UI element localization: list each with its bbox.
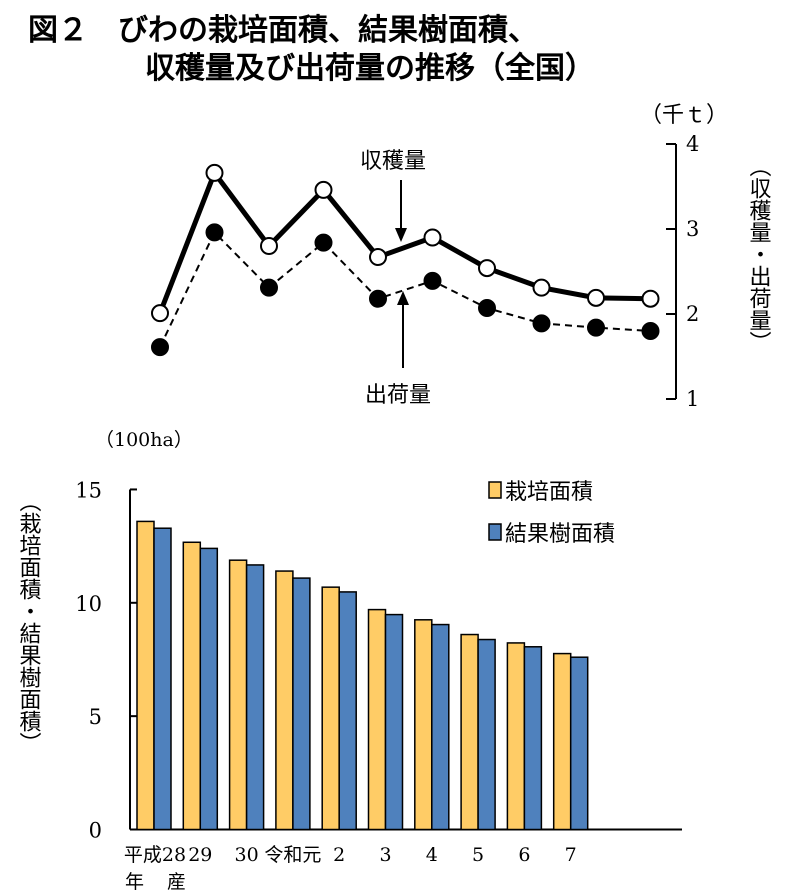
x-tick-label: 29 <box>188 844 212 866</box>
legend-label: 結果樹面積 <box>505 522 615 547</box>
bar-y-tick-label: 0 <box>89 819 102 843</box>
x-tick-label: 5 <box>472 844 484 866</box>
x-suffix-year: 年 <box>125 871 144 893</box>
x-tick-label: 2 <box>333 844 345 866</box>
data-point-shipment <box>369 289 387 308</box>
x-tick-label: 令和元 <box>264 844 321 866</box>
annotation-harvest: 収穫量 <box>360 149 426 174</box>
data-point-harvest <box>478 259 496 278</box>
bar-y-tick-label: 10 <box>75 592 102 616</box>
x-tick-label: 7 <box>565 844 577 866</box>
annotation-shipment: 出荷量 <box>365 383 431 408</box>
data-point-shipment <box>260 278 278 297</box>
bar-cultivated-area <box>136 520 155 831</box>
bar-bearing-area <box>153 527 172 831</box>
data-point-harvest <box>423 228 442 247</box>
bar-cultivated-area <box>552 652 572 831</box>
bar-chart: （100ha） （栽培面積・結果樹面積） 年 産 0 5 10 15 平成28 29 30 令… <box>16 429 682 893</box>
data-point-shipment <box>587 318 605 337</box>
bar-bearing-area <box>199 547 219 831</box>
bar-cultivated-area <box>414 619 433 831</box>
bar-bearing-area <box>338 591 357 831</box>
bar-bearing-area <box>569 656 589 831</box>
x-tick-label: 6 <box>518 844 530 866</box>
series-line-harvest <box>157 167 651 315</box>
bar-bearing-area <box>477 638 496 831</box>
bar-unit-label: （100ha） <box>95 429 193 451</box>
series-line-shipment <box>159 230 651 348</box>
data-point-harvest <box>260 237 278 255</box>
data-point-shipment <box>314 233 333 252</box>
line-y-tick-label: 2 <box>686 302 699 326</box>
bar-y-tick-label: 15 <box>75 478 102 502</box>
legend-swatch <box>488 481 502 499</box>
data-point-shipment <box>151 338 169 357</box>
line-y-tick-label: 1 <box>686 387 699 411</box>
bar-cultivated-area <box>321 586 340 831</box>
line-chart: （千ｔ） （収穫量・出荷量） 収穫量 出荷量 1 2 3 4 <box>151 103 772 411</box>
data-point-harvest <box>205 163 224 182</box>
bar-bearing-area <box>523 646 543 831</box>
data-point-shipment <box>532 314 551 333</box>
bar-cultivated-area <box>460 633 479 831</box>
arrowhead-harvest <box>395 228 407 242</box>
x-tick-label: 4 <box>426 844 438 866</box>
figure-title-line1: 図２ びわの栽培面積、結果樹面積、 <box>28 13 538 48</box>
bar-bearing-area <box>384 613 404 831</box>
arrowhead-shipment <box>397 291 409 305</box>
bar-cultivated-area <box>182 541 202 831</box>
bar-bearing-area <box>292 577 311 831</box>
bar-bearing-area <box>431 623 450 831</box>
data-point-shipment <box>205 223 224 242</box>
data-point-harvest <box>641 289 660 308</box>
figure-title-line2: 収穫量及び出荷量の推移（全国） <box>145 51 595 86</box>
data-point-shipment <box>423 271 442 290</box>
data-point-harvest <box>314 180 333 199</box>
bar-cultivated-area <box>275 570 294 831</box>
bar-cultivated-area <box>367 608 387 831</box>
bar-cultivated-area <box>228 559 248 831</box>
data-point-harvest <box>532 278 551 297</box>
x-tick-label: 30 <box>235 844 259 866</box>
data-point-shipment <box>641 322 660 340</box>
line-y-tick-label: 3 <box>686 217 699 241</box>
bar-cultivated-area <box>506 642 526 831</box>
line-y-axis-label: （収穫量・出荷量） <box>746 155 772 353</box>
bar-bearing-area <box>245 564 265 831</box>
data-point-harvest <box>151 304 169 323</box>
data-point-shipment <box>478 299 496 318</box>
bar-y-axis-label: （栽培面積・結果樹面積） <box>16 490 42 754</box>
line-y-tick-label: 4 <box>686 132 699 156</box>
legend-swatch <box>488 523 502 541</box>
x-suffix-production: 産 <box>167 871 186 893</box>
data-point-harvest <box>587 288 605 307</box>
legend-label: 栽培面積 <box>505 480 593 505</box>
x-tick-label: 3 <box>379 844 391 866</box>
line-unit-label: （千ｔ） <box>640 103 728 128</box>
x-tick-label: 平成28 <box>124 844 186 866</box>
data-point-harvest <box>369 248 387 267</box>
bar-y-tick-label: 5 <box>89 705 102 729</box>
